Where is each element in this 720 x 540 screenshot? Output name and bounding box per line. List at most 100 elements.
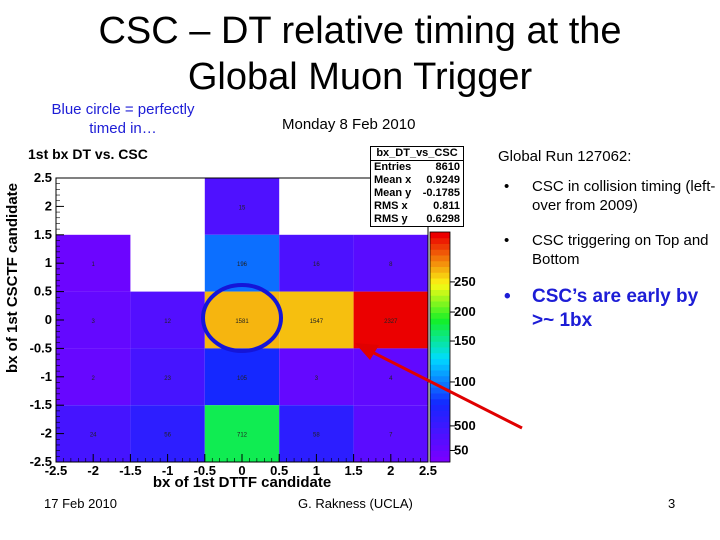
- heatmap-cell: [130, 348, 205, 406]
- early-arrow: [355, 343, 523, 430]
- y-tick-label: 1: [45, 255, 52, 270]
- colorbar-segment: [430, 439, 450, 446]
- colorbar-segment: [430, 278, 450, 285]
- colorbar-tick-label: 50: [454, 443, 468, 458]
- slide-title-line1: CSC – DT relative timing at the: [98, 10, 622, 52]
- bullet-item: • CSC triggering on Top and Bottom: [498, 231, 716, 269]
- cell-value-label: 3: [315, 376, 319, 382]
- stats-value: 0.9249: [426, 174, 460, 186]
- run-title: Global Run 127062:: [498, 148, 632, 165]
- slide-title: CSC – DT relative timing at the Global M…: [40, 8, 680, 100]
- x-tick-label: 1: [313, 463, 320, 478]
- y-axis-label: bx of 1st CSCTF candidate: [4, 183, 21, 373]
- colorbar-segment: [430, 324, 450, 331]
- colorbar-segment: [430, 387, 450, 394]
- heatmap-cell: [56, 405, 131, 462]
- colorbar-segment: [430, 444, 450, 451]
- cell-value-label: 4: [389, 376, 393, 382]
- colorbar-segment: [430, 416, 450, 423]
- y-tick-label: 2.5: [34, 170, 52, 185]
- colorbar-segment: [430, 450, 450, 457]
- colorbar-segment: [430, 421, 450, 428]
- colorbar-border: [429, 231, 451, 463]
- x-tick-label: 0: [238, 463, 245, 478]
- colorbar-segment: [430, 289, 450, 296]
- colorbar-segment: [430, 398, 450, 405]
- plot-title: 1st bx DT vs. CSC: [28, 146, 148, 162]
- arrow-shaft: [371, 350, 523, 430]
- y-tick-label: 0: [45, 312, 52, 327]
- colorbar-segment: [430, 272, 450, 279]
- colorbar-segment: [430, 232, 450, 239]
- colorbar-segment: [430, 347, 450, 354]
- colorbar-segment: [430, 243, 450, 250]
- plot-axes: -2.5 -2 -1.5 -1 -0.5 0 0.5 1 1.5 2 2.5 -2.5 -2 -1.5 -1…: [30, 170, 437, 478]
- cell-value-label: 24: [90, 433, 97, 439]
- colorbar-tick-label: 500: [454, 418, 476, 433]
- heatmap-cell: [204, 234, 280, 292]
- arrow-head: [355, 343, 379, 360]
- footer-date: 17 Feb 2010: [44, 496, 118, 511]
- heatmap-cell-labels: 15 1 196 16 8 3 12 1581 1547 2327 2 23 105 3 4 24 56 712 5…: [90, 205, 398, 438]
- stats-row: RMS y 0.6298: [371, 213, 463, 226]
- cell-value-label: 8: [389, 262, 393, 268]
- cell-value-label: 105: [237, 376, 248, 382]
- footer-author: G. Rakness (UCLA): [298, 496, 413, 511]
- y-tick-label: -1: [40, 369, 52, 384]
- cell-value-label: 23: [164, 376, 171, 382]
- heatmap-cell: [353, 405, 428, 462]
- stats-row: Mean y -0.1785: [371, 187, 463, 200]
- heatmap-cell: [353, 348, 428, 406]
- colorbar-segment: [430, 364, 450, 371]
- stats-label: Mean y: [374, 187, 412, 199]
- y-tick-label: -0.5: [30, 340, 52, 355]
- colorbar-segment: [430, 381, 450, 388]
- colorbar-segment: [430, 312, 450, 319]
- cell-value-label: 712: [237, 433, 248, 439]
- bullet-item: • CSC in collision timing (left-over fro…: [498, 177, 716, 215]
- heatmap-cell: [279, 234, 354, 292]
- x-tick-label: -0.5: [194, 463, 216, 478]
- bullet-text: CSC in collision timing (left-over from …: [532, 178, 716, 214]
- heatmap-cell: [279, 405, 354, 462]
- colorbar-segment: [430, 433, 450, 440]
- bullet-text: CSC’s are early by >~ 1bx: [532, 286, 699, 331]
- stats-label: Mean x: [374, 174, 412, 186]
- cell-value-label: 56: [164, 433, 171, 439]
- cell-value-label: 1547: [310, 319, 324, 325]
- timed-in-circle: [201, 283, 283, 353]
- page-number: 3: [668, 496, 676, 511]
- colorbar-segment: [430, 427, 450, 434]
- stats-label: RMS x: [374, 200, 408, 212]
- heatmap-cell: [353, 291, 428, 349]
- heatmap-cell: [130, 405, 205, 462]
- heatmap-cell: [56, 291, 131, 349]
- stats-value: 0.811: [433, 200, 460, 212]
- colorbar-tick-label: 100: [454, 374, 476, 389]
- heatmap-cells: [56, 178, 428, 462]
- heatmap-cell: [204, 348, 280, 406]
- colorbar-segment: [430, 266, 450, 273]
- stats-row: Entries 8610: [371, 161, 463, 174]
- stats-value: 8610: [435, 161, 460, 173]
- cell-value-label: 2327: [384, 319, 398, 325]
- y-tick-label: -2.5: [30, 454, 52, 469]
- x-axis-label: bx of 1st DTTF candidate: [153, 474, 331, 491]
- colorbar-tick-label: 200: [454, 304, 476, 319]
- colorbar-segment: [430, 358, 450, 365]
- cell-value-label: 12: [164, 319, 171, 325]
- colorbar-tick-label: 150: [454, 333, 476, 348]
- colorbar: 50 100 150 200 250 500: [429, 231, 476, 463]
- colorbar-segment: [430, 301, 450, 308]
- y-tick-label: -2: [40, 426, 52, 441]
- stats-row: Mean x 0.9249: [371, 174, 463, 187]
- x-tick-label: 2: [387, 463, 394, 478]
- heatmap-cell: [204, 405, 280, 462]
- bullet-marker: •: [504, 286, 511, 307]
- colorbar-segment: [430, 335, 450, 342]
- heatmap-cell: [353, 234, 428, 292]
- heatmap-cell: [56, 348, 131, 406]
- run-notes-panel: Global Run 127062: • CSC in collision ti…: [498, 148, 716, 349]
- colorbar-segment: [430, 410, 450, 417]
